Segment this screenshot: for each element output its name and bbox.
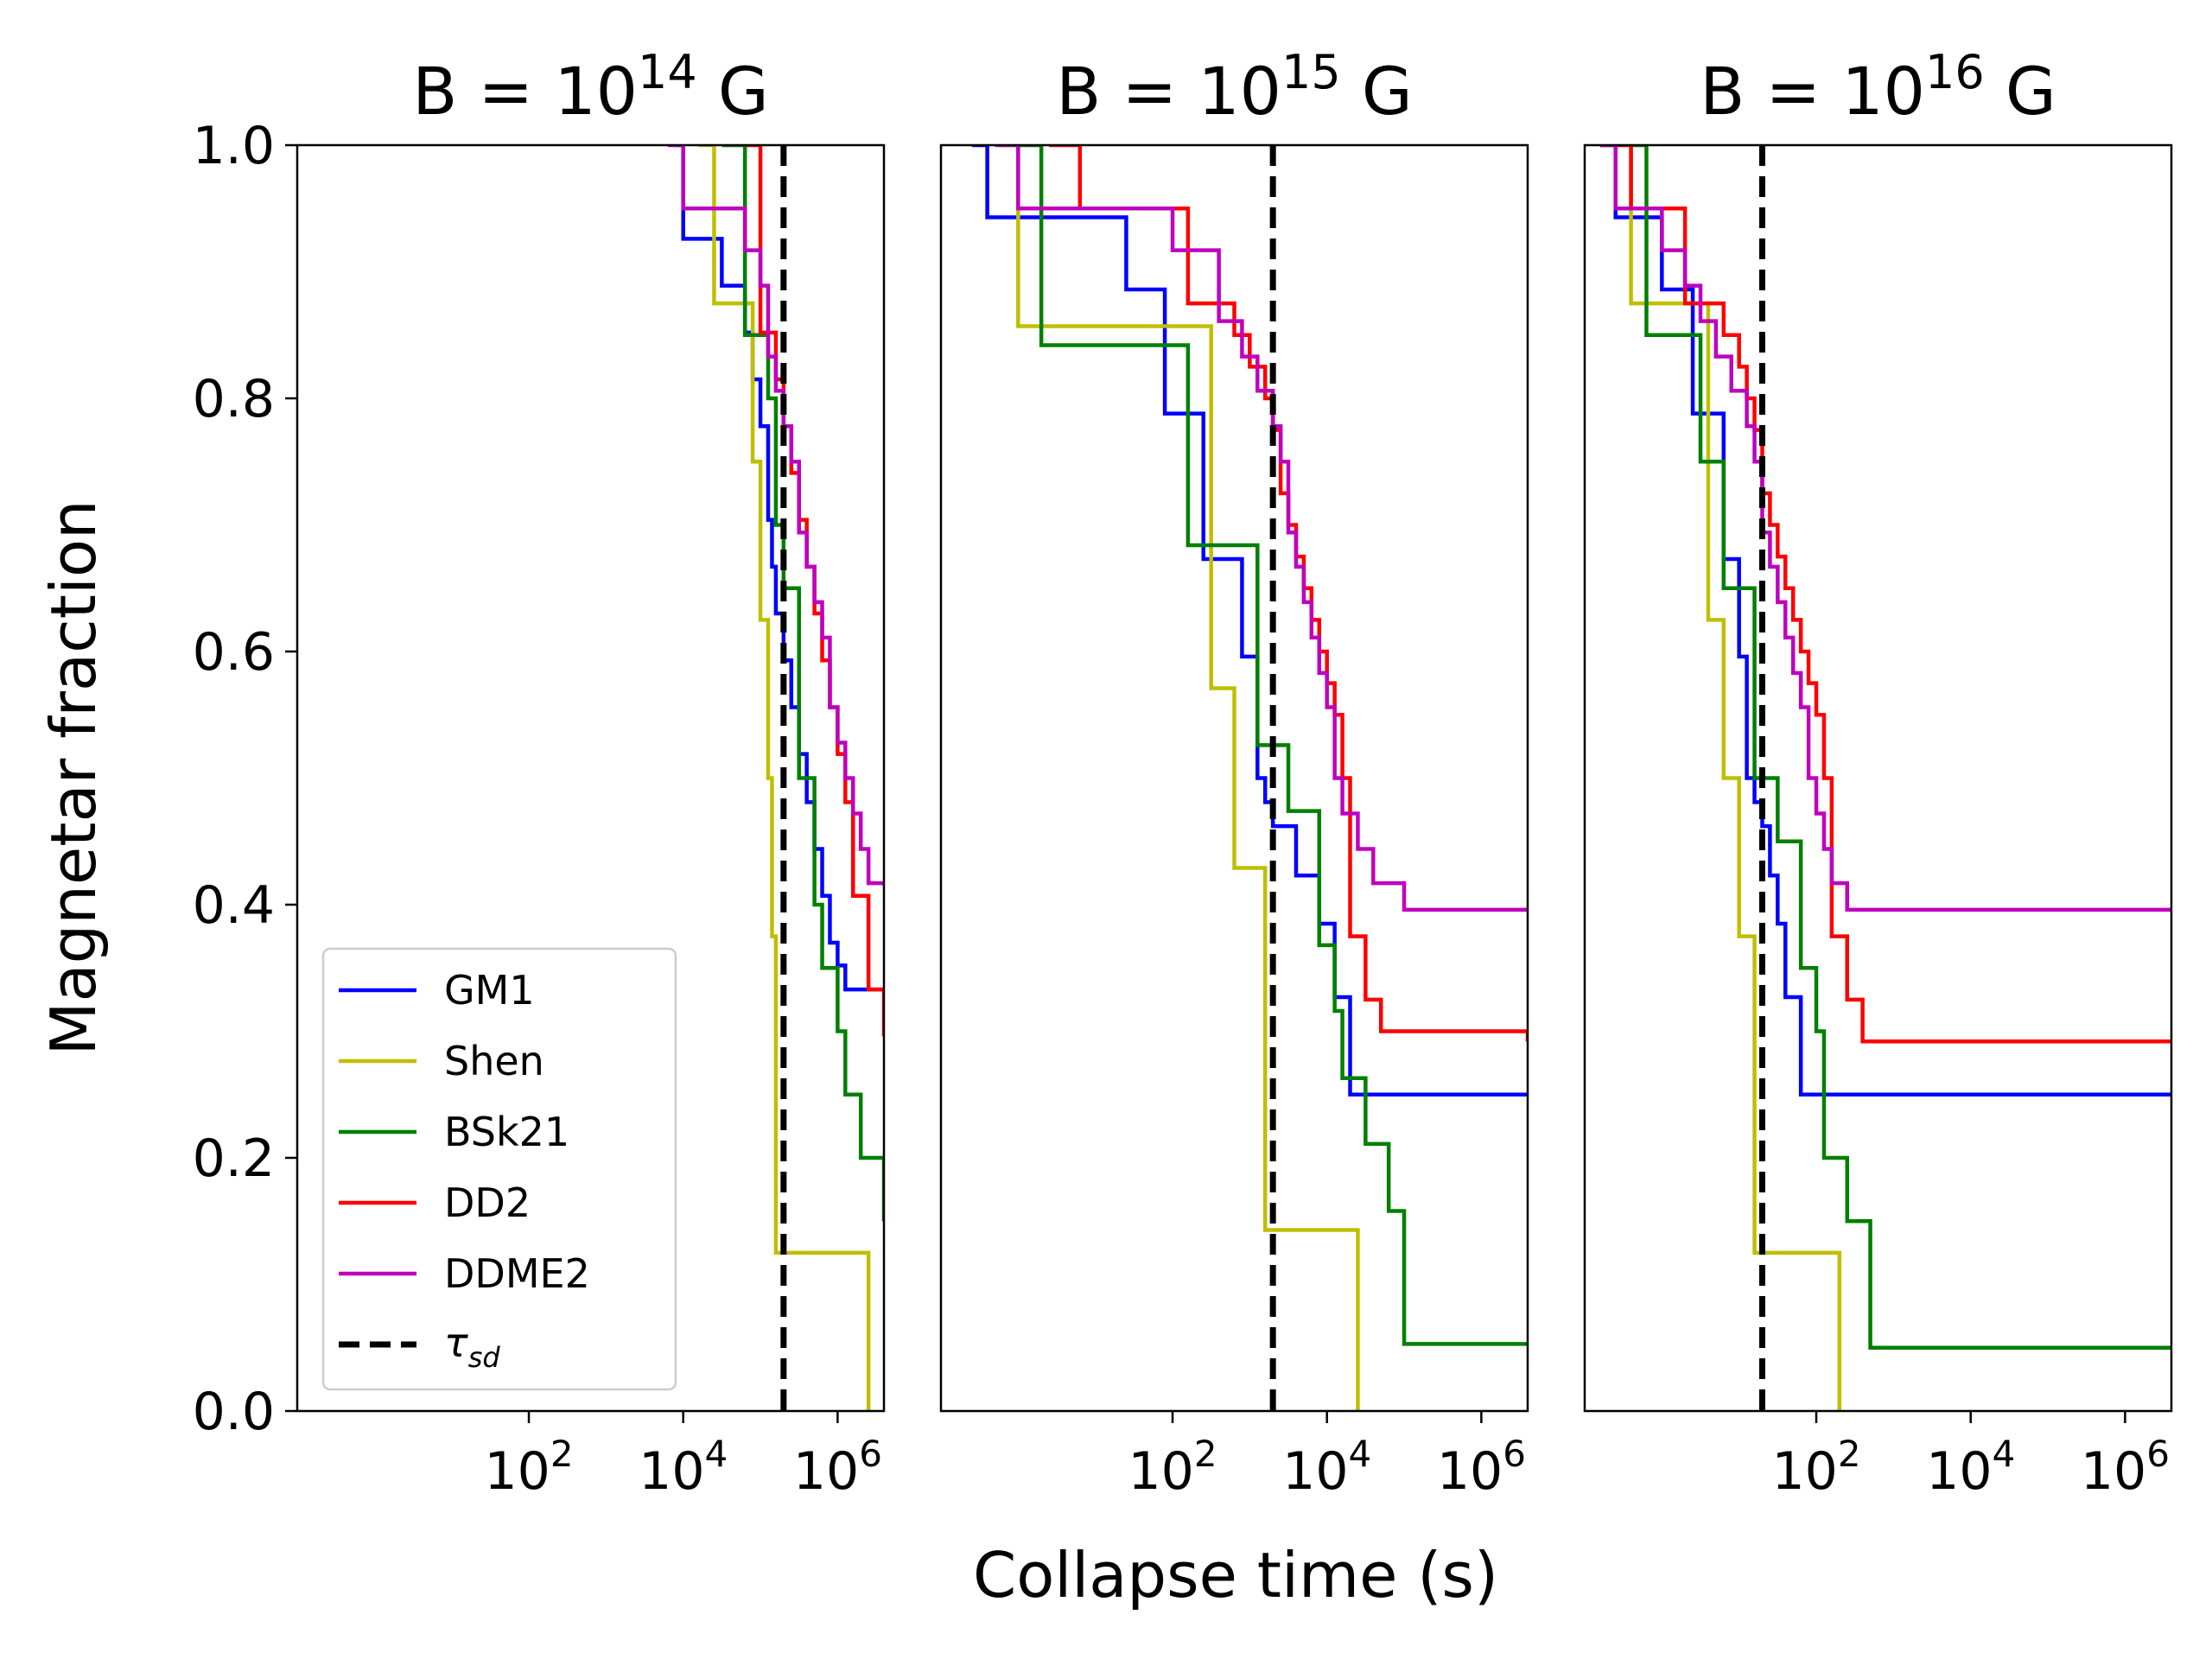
legend-box <box>321 947 677 1391</box>
series-line-ddme2 <box>1599 145 2171 912</box>
axes-frame <box>1583 143 2173 1413</box>
series-group <box>1599 145 2171 1411</box>
panel-title-base: B = 10 <box>1700 53 1925 130</box>
panel-title: B = 1016 G <box>1700 45 2056 130</box>
panel-3: B = 1016 G 102 104 106 <box>1583 45 2173 1502</box>
x-tick-label: 104 <box>1926 1433 2015 1502</box>
x-axis-label: Collapse time (s) <box>973 1539 1498 1611</box>
series-group <box>667 145 884 1411</box>
series-line-shen <box>1002 145 1360 1411</box>
legend-label-shen: Shen <box>444 1038 544 1084</box>
x-tick-label: 104 <box>639 1433 728 1502</box>
x-tick-label: 102 <box>1771 1433 1860 1502</box>
y-tick-label: 0.6 <box>193 622 275 683</box>
axes-frame <box>296 143 886 1413</box>
panel-title-exponent: 14 <box>638 45 697 99</box>
panel-title: B = 1014 G <box>412 45 769 130</box>
series-line-bsk21 <box>1630 145 2171 1350</box>
x-tick-label: 106 <box>793 1433 882 1502</box>
panel-title-base: B = 10 <box>412 53 638 130</box>
series-line-ddme2 <box>995 145 1528 912</box>
legend-label-dd2: DD2 <box>444 1179 531 1226</box>
legend-label-bsk21: BSk21 <box>444 1109 569 1155</box>
panel-title-unit: G <box>697 53 769 130</box>
legend-label-gm1: GM1 <box>444 967 535 1014</box>
panel-1: B = 1014 G 102 104 106 0.0 0.2 0.4 0.6 0.8 1.0 <box>193 45 886 1502</box>
y-tick-label: 0.4 <box>193 875 275 936</box>
x-tick-label: 106 <box>1437 1433 1526 1502</box>
y-axis-label: Magnetar fraction <box>37 499 110 1055</box>
x-tick-label: 104 <box>1282 1433 1371 1502</box>
panel-title: B = 1015 G <box>1056 45 1413 130</box>
y-tick-label: 0.2 <box>193 1128 275 1189</box>
series-group <box>971 145 1528 1411</box>
panel-title-base: B = 10 <box>1056 53 1281 130</box>
y-tick-label: 0.8 <box>193 369 275 429</box>
legend-label-tau-sd: τsd <box>444 1319 500 1374</box>
x-tick-label: 106 <box>2081 1433 2170 1502</box>
y-tick-label: 1.0 <box>193 116 275 176</box>
panel-title-exponent: 15 <box>1281 45 1341 99</box>
panel-title-unit: G <box>1341 53 1413 130</box>
series-line-bsk21 <box>1018 145 1528 1346</box>
panel-title-unit: G <box>1985 53 2056 130</box>
y-tick-label: 0.0 <box>193 1382 275 1442</box>
panel-2: B = 1015 G 102 104 106 <box>939 45 1529 1502</box>
x-tick-label: 102 <box>1128 1433 1217 1502</box>
series-line-shen <box>698 145 871 1411</box>
axes-frame <box>939 143 1529 1413</box>
legend: GM1 Shen BSk21 DD2 DDME2 τsd <box>321 947 677 1391</box>
series-line-shen <box>1623 145 1842 1411</box>
legend-label-ddme2: DDME2 <box>444 1250 590 1297</box>
x-tick-label: 102 <box>484 1433 573 1502</box>
panel-title-exponent: 16 <box>1925 45 1985 99</box>
series-line-ddme2 <box>667 145 884 886</box>
series-line-gm1 <box>1599 145 2171 1096</box>
